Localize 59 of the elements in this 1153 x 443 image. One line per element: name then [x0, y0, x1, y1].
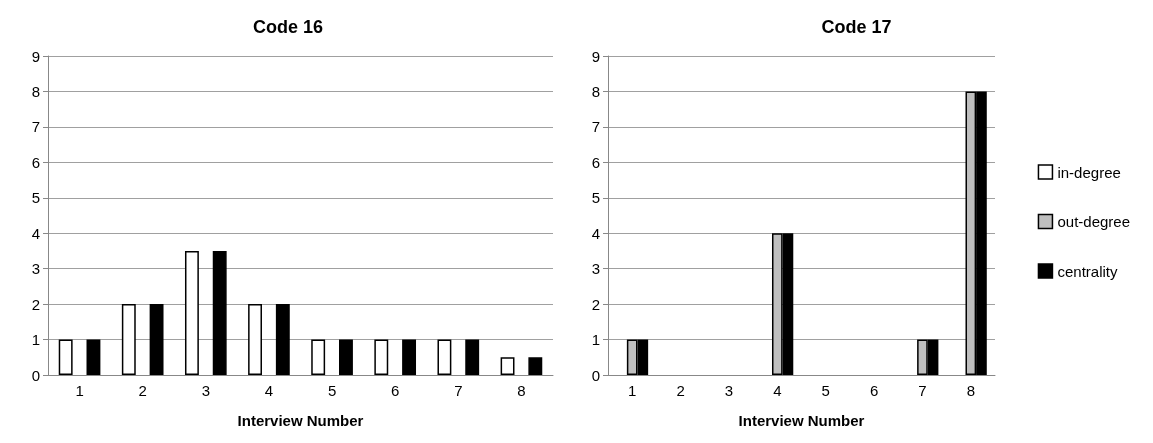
- y-tick-label: 4: [31, 224, 40, 242]
- bar: [437, 339, 452, 375]
- x-tick-label: 5: [821, 382, 830, 399]
- y-tick-label: 4: [591, 224, 600, 242]
- y-tick-label: 3: [31, 260, 40, 278]
- x-tick-label: 3: [201, 382, 210, 399]
- y-tick-label: 7: [591, 118, 600, 136]
- bar: [121, 304, 136, 375]
- x-tick-label: 3: [724, 382, 734, 399]
- x-tick-label: 7: [454, 382, 463, 399]
- y-tick-label: 0: [31, 366, 40, 384]
- x-tick-label: 5: [327, 382, 337, 399]
- legend-label: out-degree: [1057, 213, 1131, 230]
- y-tick-label: 1: [591, 331, 600, 349]
- y-tick-label: 0: [591, 366, 600, 384]
- y-tick-label: 9: [31, 47, 40, 65]
- x-tick-label: 7: [918, 382, 927, 399]
- x-tick-label: 8: [966, 382, 975, 399]
- bar: [86, 339, 101, 375]
- bar: [500, 357, 515, 375]
- bar: [465, 339, 480, 375]
- bar: [374, 339, 389, 375]
- bar: [149, 304, 164, 375]
- x-tick-label: 4: [264, 382, 274, 399]
- bar: [248, 304, 262, 375]
- y-tick-label: 8: [591, 82, 600, 100]
- y-tick-label: 6: [31, 153, 40, 171]
- bar: [402, 339, 417, 375]
- bar: [311, 339, 326, 375]
- y-tick-label: 8: [31, 82, 40, 100]
- x-tick-label: 8: [517, 382, 526, 399]
- y-tick-label: 2: [591, 295, 600, 313]
- y-tick-label: 9: [591, 47, 600, 65]
- y-tick-label: 5: [31, 189, 40, 207]
- x-tick-label: 2: [138, 382, 147, 399]
- x-tick-label: 2: [676, 382, 685, 399]
- y-tick-label: 3: [591, 260, 600, 278]
- bar: [58, 339, 73, 375]
- y-tick-label: 1: [31, 331, 40, 349]
- legend-label: centrality: [1057, 262, 1118, 280]
- x-tick-label: 6: [869, 382, 879, 399]
- y-tick-label: 2: [31, 295, 40, 313]
- x-tick-label: 4: [773, 382, 782, 399]
- bar: [184, 250, 199, 375]
- x-axis-title: Interview Number: [237, 412, 364, 429]
- chart-title: Code 17: [821, 17, 892, 37]
- legend-label: in-degree: [1057, 163, 1121, 181]
- bar: [212, 250, 227, 375]
- y-tick-label: 6: [591, 153, 600, 171]
- y-tick-label: 7: [31, 118, 40, 136]
- bar: [528, 357, 543, 375]
- bar: [275, 304, 290, 375]
- x-axis-title: Interview Number: [738, 412, 865, 429]
- x-tick-label: 6: [391, 382, 400, 399]
- chart-title: Code 16: [252, 17, 324, 37]
- x-tick-label: 1: [628, 382, 637, 399]
- x-tick-label: 1: [75, 382, 84, 399]
- y-tick-label: 5: [591, 189, 600, 207]
- bar: [339, 339, 353, 375]
